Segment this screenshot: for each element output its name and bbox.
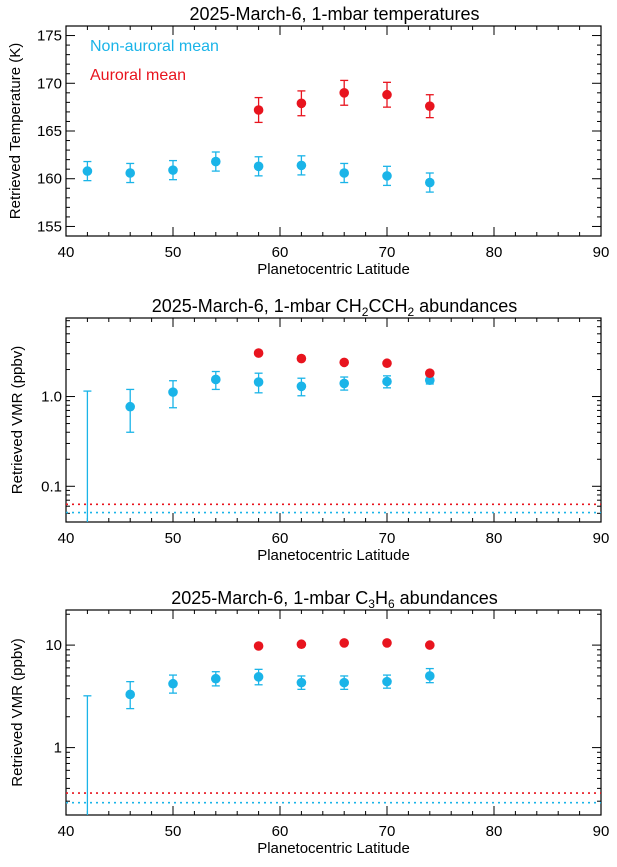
y-axis-label: Retrieved Temperature (K) [7, 43, 24, 219]
x-tick-label: 50 [165, 244, 182, 261]
x-tick-label: 80 [486, 530, 503, 547]
data-point [253, 348, 264, 358]
data-point [125, 168, 135, 178]
data-point [253, 105, 264, 115]
x-tick-label: 90 [593, 244, 610, 261]
data-point [339, 677, 350, 688]
x-tick-label: 90 [593, 823, 610, 840]
data-point [339, 88, 350, 98]
x-tick-label: 50 [165, 530, 182, 547]
y-tick-label: 1.0 [41, 389, 62, 406]
data-point [382, 638, 392, 648]
data-point [339, 357, 350, 368]
data-point [382, 171, 392, 181]
data-point [382, 676, 392, 687]
y-tick-label: 165 [37, 123, 62, 140]
data-point [253, 641, 264, 651]
data-point [382, 358, 392, 369]
data-point [425, 101, 435, 111]
data-point [382, 376, 392, 387]
x-tick-label: 50 [165, 823, 182, 840]
y-tick-label: 155 [37, 218, 62, 235]
data-point [82, 166, 93, 176]
data-point [296, 353, 307, 364]
y-tick-label: 160 [37, 171, 62, 188]
data-point [296, 677, 307, 688]
data-point [339, 378, 350, 389]
x-tick-label: 60 [272, 244, 289, 261]
panel-2: 40 50 60 70 80 90 0.1 1.0 2025-March-6, 1-mbar C… [9, 296, 609, 564]
data-point [382, 89, 392, 100]
y-tick-label: 170 [37, 75, 62, 92]
legend-entry: Non-auroral mean [90, 38, 219, 55]
data-point [296, 639, 307, 650]
plot-frame [65, 609, 602, 816]
data-point [296, 381, 307, 392]
y-axis-label: Retrieved VMR (ppbv) [9, 638, 26, 786]
data-layer [83, 348, 435, 522]
x-tick-label: 70 [379, 823, 396, 840]
data-point [296, 98, 307, 109]
y-tick-label: 0.1 [41, 478, 62, 495]
data-point [425, 368, 435, 378]
data-point [125, 401, 135, 412]
panel-3: 40 50 60 70 80 90 1 10 2025-March-6, 1-mbar C3H6… [9, 588, 609, 857]
x-tick-label: 90 [593, 530, 610, 547]
y-tick-label: 10 [45, 637, 62, 654]
chart-title: 2025-March-6, 1-mbar C3H6 abundances [171, 588, 498, 611]
data-point [425, 671, 435, 681]
panel-1: 40 50 60 70 80 90 155 160 165 170 175 2025-March-6,… [7, 4, 609, 278]
x-tick-label: 40 [58, 530, 75, 547]
data-point [425, 375, 435, 386]
data-layer [82, 79, 435, 193]
legend-entry: Auroral mean [90, 67, 186, 84]
data-point [168, 387, 178, 397]
data-point [253, 377, 264, 387]
data-point [211, 374, 221, 385]
data-point [125, 689, 135, 700]
data-point [339, 638, 350, 648]
x-tick-label: 40 [58, 244, 75, 261]
x-tick-label: 80 [486, 823, 503, 840]
y-axis-label: Retrieved VMR (ppbv) [9, 346, 26, 494]
data-layer [83, 638, 435, 815]
data-point [211, 156, 221, 167]
x-tick-label: 60 [272, 823, 289, 840]
x-tick-label: 40 [58, 823, 75, 840]
chart-title: 2025-March-6, 1-mbar temperatures [189, 4, 479, 24]
data-point [425, 177, 435, 188]
x-axis-label: Planetocentric Latitude [257, 840, 410, 857]
data-point [211, 673, 221, 684]
x-tick-label: 80 [486, 244, 503, 261]
data-point [168, 678, 178, 689]
data-point [253, 161, 264, 172]
plot-frame [65, 317, 602, 523]
x-tick-label: 70 [379, 244, 396, 261]
data-point [296, 160, 307, 171]
plot-frame [65, 25, 602, 237]
data-point [425, 640, 435, 650]
data-point [339, 168, 350, 178]
y-tick-label: 175 [37, 28, 62, 45]
x-tick-label: 60 [272, 530, 289, 547]
data-point [168, 165, 178, 175]
x-tick-label: 70 [379, 530, 396, 547]
x-axis-label: Planetocentric Latitude [257, 261, 410, 278]
data-point [253, 672, 264, 682]
y-tick-label: 1 [54, 740, 62, 757]
chart-title: 2025-March-6, 1-mbar CH2CCH2 abundances [152, 296, 518, 319]
x-axis-label: Planetocentric Latitude [257, 547, 410, 564]
